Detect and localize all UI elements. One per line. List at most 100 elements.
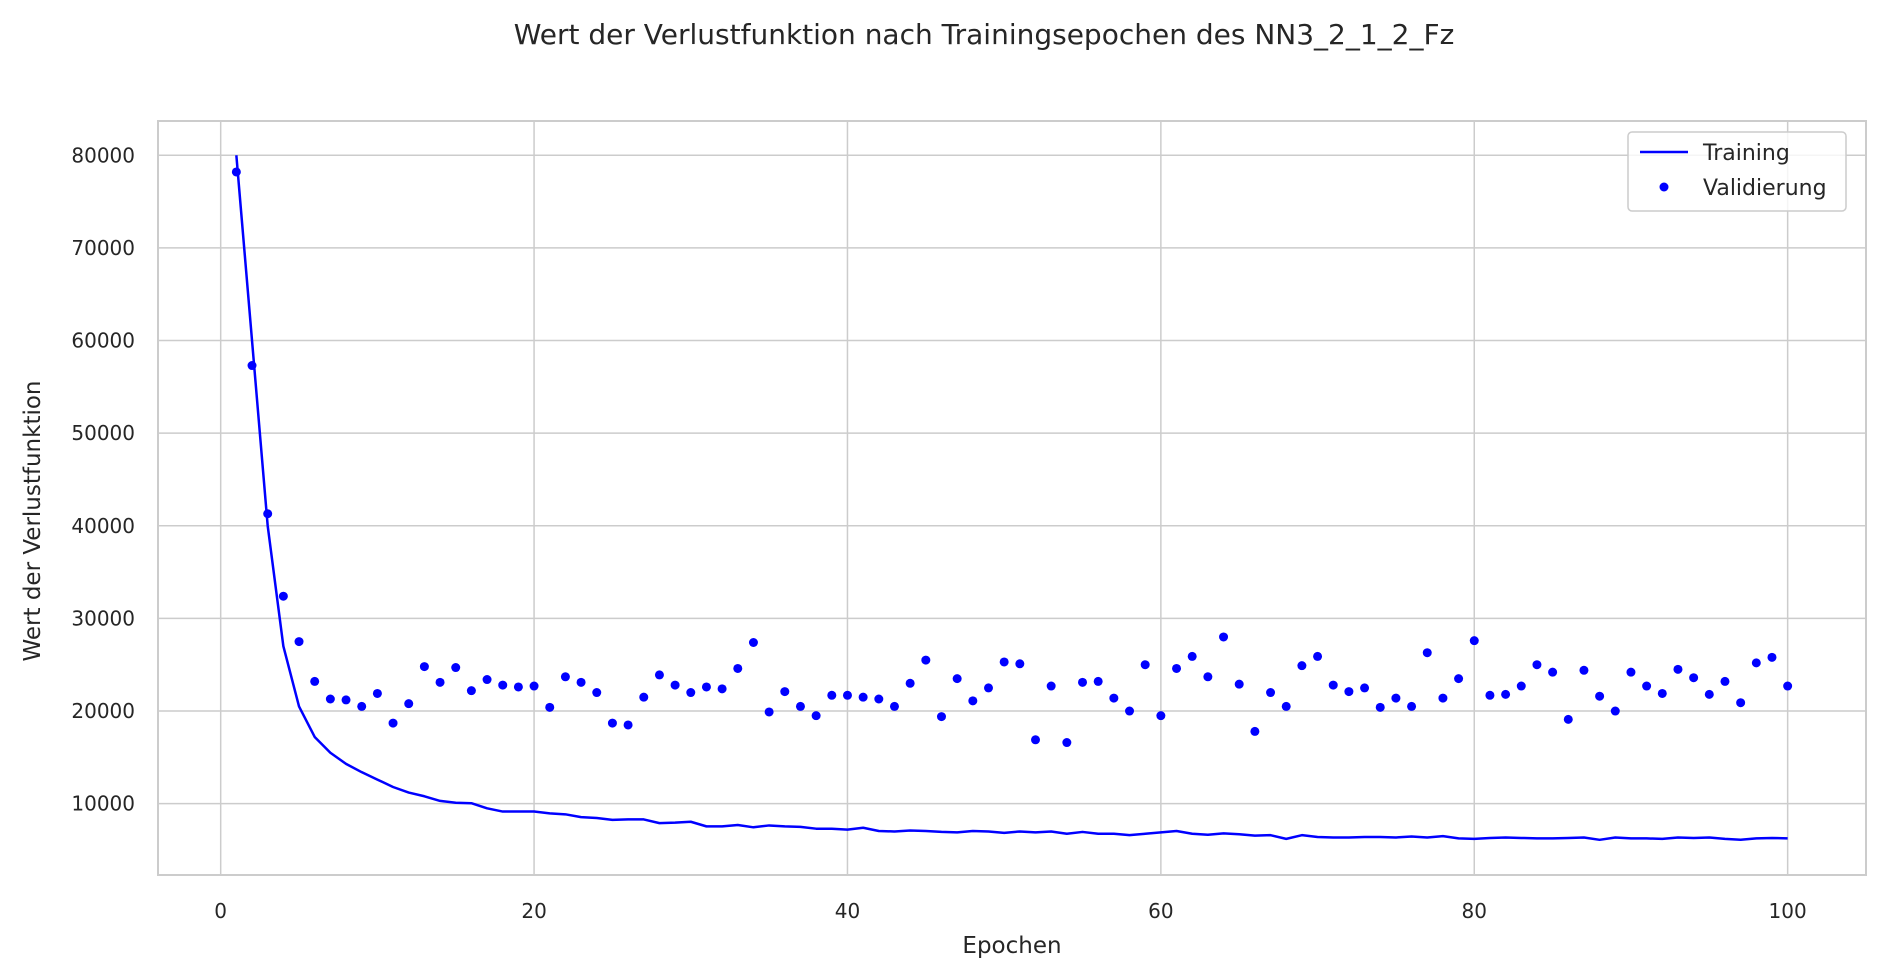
validierung-point xyxy=(1422,648,1432,658)
validierung-point xyxy=(984,683,993,693)
validierung-point xyxy=(1344,687,1354,697)
validierung-point xyxy=(1454,674,1464,684)
validierung-point xyxy=(623,720,633,730)
y-tick-label: 50000 xyxy=(71,421,135,445)
validierung-point xyxy=(513,682,523,692)
validierung-point xyxy=(1485,690,1495,700)
validierung-point xyxy=(1704,689,1714,699)
validierung-point xyxy=(858,692,868,702)
validierung-point xyxy=(1093,676,1103,686)
validierung-point xyxy=(1391,693,1401,703)
validierung-point xyxy=(607,718,617,728)
validierung-point xyxy=(435,677,445,687)
validierung-point xyxy=(1657,688,1667,698)
validierung-point xyxy=(1360,683,1370,693)
validierung-point xyxy=(1062,738,1072,748)
validierung-point xyxy=(1219,632,1229,642)
y-tick-label: 20000 xyxy=(71,699,135,723)
validierung-point xyxy=(498,680,508,690)
validierung-point xyxy=(889,701,899,711)
validierung-point xyxy=(874,694,884,704)
validierung-point xyxy=(1689,673,1699,683)
validierung-point xyxy=(827,690,837,700)
validierung-point xyxy=(686,688,696,698)
validierung-point xyxy=(404,699,414,709)
validierung-point xyxy=(842,690,852,700)
validierung-point xyxy=(1187,651,1197,661)
validierung-point xyxy=(263,509,273,519)
validierung-point xyxy=(780,687,790,697)
validierung-point xyxy=(1375,702,1385,712)
validierung-point xyxy=(1313,651,1323,661)
validierung-point xyxy=(325,694,335,704)
validierung-point xyxy=(1767,652,1777,662)
validierung-point xyxy=(1109,693,1119,703)
validierung-point xyxy=(545,702,555,712)
validierung-point xyxy=(357,701,367,711)
validierung-point xyxy=(1610,706,1620,716)
validierung-point xyxy=(748,638,758,647)
x-tick-label: 100 xyxy=(1769,899,1807,923)
validierung-point xyxy=(764,707,774,717)
y-tick-label: 70000 xyxy=(71,236,135,260)
validierung-point xyxy=(1328,680,1338,690)
validierung-point xyxy=(1579,665,1589,675)
validierung-point xyxy=(419,662,429,672)
validierung-point xyxy=(1673,664,1683,674)
plot-frame xyxy=(157,120,1867,876)
chart-title: Wert der Verlustfunktion nach Trainingse… xyxy=(514,18,1455,51)
validierung-point xyxy=(639,692,649,702)
validierung-point xyxy=(1250,726,1260,736)
validierung-point xyxy=(451,663,461,673)
validierung-point xyxy=(1642,681,1652,691)
validierung-point xyxy=(1078,677,1088,687)
validierung-point xyxy=(1720,676,1730,686)
validierung-point xyxy=(811,711,821,721)
validierung-point xyxy=(1438,693,1448,703)
validierung-point xyxy=(905,678,915,688)
validierung-point xyxy=(1046,681,1056,691)
validierung-point xyxy=(231,167,241,177)
validierung-point xyxy=(733,663,743,673)
validierung-point xyxy=(529,681,539,691)
validierung-point xyxy=(482,675,492,685)
x-axis-ticks: 0 20 40 60 80 100 xyxy=(214,899,1806,923)
validierung-point xyxy=(576,677,586,687)
validierung-point xyxy=(466,686,476,696)
validierung-point xyxy=(388,718,398,728)
validierung-point xyxy=(1172,663,1182,673)
validierung-point xyxy=(1281,701,1291,711)
validierung-point xyxy=(1516,681,1526,691)
validierung-point xyxy=(1501,689,1511,699)
x-tick-label: 40 xyxy=(835,899,860,923)
legend: Training Validierung xyxy=(1627,131,1847,212)
y-tick-label: 80000 xyxy=(71,143,135,167)
validierung-point xyxy=(921,655,931,665)
validierung-point xyxy=(1783,681,1793,691)
x-tick-label: 0 xyxy=(214,899,227,923)
y-axis-ticks: 10000 20000 30000 40000 50000 60000 70000 80000 xyxy=(71,143,135,815)
validierung-point xyxy=(1626,667,1636,677)
validierung-point xyxy=(341,695,351,705)
validierung-point xyxy=(247,361,257,371)
validierung-point xyxy=(1234,679,1244,689)
y-tick-label: 30000 xyxy=(71,606,135,630)
validierung-point xyxy=(278,591,288,601)
validierung-point xyxy=(968,696,978,706)
validierung-point xyxy=(701,682,711,692)
validierung-point xyxy=(1156,711,1166,721)
validierung-point xyxy=(1140,660,1150,670)
x-tick-label: 20 xyxy=(521,899,546,923)
validierung-point xyxy=(1297,661,1307,671)
validierung-point xyxy=(1736,698,1746,708)
validierung-point xyxy=(310,676,320,686)
validierung-point xyxy=(560,672,570,682)
validierung-point xyxy=(1548,667,1558,677)
validierung-point xyxy=(795,701,805,711)
series-layer xyxy=(231,155,1793,842)
validierung-point xyxy=(717,684,727,694)
validierung-point xyxy=(294,637,304,647)
validierung-point xyxy=(999,657,1009,667)
training-series-line xyxy=(235,155,1788,842)
